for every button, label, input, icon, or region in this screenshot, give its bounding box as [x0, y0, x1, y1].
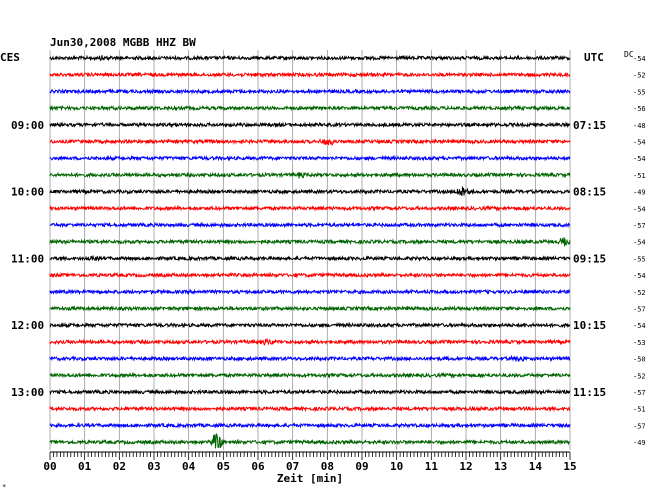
time-labels: -54 -52 -55 -56 -48 -54 -54 -51 -49 -54 -57 -54 -55 -… — [11, 55, 646, 447]
dc-value: -54 — [633, 139, 646, 147]
seismic-trace — [49, 354, 571, 363]
trace-group — [49, 54, 571, 449]
seismic-trace — [49, 171, 571, 179]
seismic-trace — [49, 221, 571, 229]
dc-value: -54 — [633, 239, 646, 247]
x-tick-label: 08 — [321, 460, 334, 473]
seismic-trace — [49, 305, 571, 312]
x-axis: 00 01 02 03 04 05 06 07 08 09 10 11 12 13 14 15 — [43, 451, 577, 473]
dc-value: -57 — [633, 389, 646, 397]
x-tick-label: 07 — [286, 460, 299, 473]
dc-label: DC — [624, 50, 634, 59]
dc-value: -51 — [633, 172, 646, 180]
x-tick-label: 10 — [390, 460, 403, 473]
seismic-trace — [49, 271, 571, 279]
seismic-trace — [49, 154, 571, 162]
marker-symbol: * — [2, 483, 6, 491]
seismic-trace — [49, 71, 571, 79]
seismic-trace — [49, 255, 571, 262]
dc-value: -52 — [633, 72, 646, 80]
dc-value: -54 — [633, 55, 646, 63]
seismic-trace — [49, 321, 571, 329]
x-tick-label: 05 — [217, 460, 230, 473]
seismic-trace — [49, 371, 571, 379]
minute-grid — [49, 50, 571, 451]
x-tick-label: 13 — [494, 460, 507, 473]
left-time-label: 13:00 — [11, 386, 44, 399]
right-timezone-label: UTC — [584, 51, 604, 64]
dc-value: -49 — [633, 439, 646, 447]
left-time-label: 10:00 — [11, 186, 44, 199]
left-timezone-label: CES — [0, 51, 20, 64]
dc-value: -55 — [633, 88, 646, 96]
x-tick-label: 11 — [425, 460, 439, 473]
dc-value: -54 — [633, 272, 646, 280]
left-time-label: 11:00 — [11, 252, 44, 265]
seismic-trace — [49, 433, 571, 449]
dc-value: -57 — [633, 422, 646, 430]
right-time-label: 11:15 — [573, 386, 606, 399]
dc-value: -52 — [633, 372, 646, 380]
seismic-trace — [49, 204, 571, 212]
seismic-trace — [49, 54, 571, 62]
seismic-trace — [49, 121, 571, 129]
seismic-trace — [49, 421, 571, 429]
dc-value: -53 — [633, 339, 646, 347]
right-time-label: 09:15 — [573, 252, 606, 265]
seismic-trace — [49, 288, 571, 296]
dc-value: -52 — [633, 289, 646, 297]
seismic-trace — [49, 87, 571, 95]
dc-value: -51 — [633, 406, 646, 414]
right-time-label: 07:15 — [573, 119, 606, 132]
dc-value: -57 — [633, 306, 646, 314]
x-tick-label: 12 — [459, 460, 472, 473]
x-tick-label: 03 — [147, 460, 160, 473]
seismic-trace — [49, 388, 571, 396]
dc-value: -55 — [633, 255, 646, 263]
left-time-label: 12:00 — [11, 319, 44, 332]
seismic-trace — [49, 104, 571, 112]
dc-value: -49 — [633, 189, 646, 197]
x-tick-label: 14 — [529, 460, 543, 473]
dc-value: -50 — [633, 356, 646, 364]
dc-value: -48 — [633, 122, 646, 130]
x-tick-label: 04 — [182, 460, 196, 473]
right-time-label: 10:15 — [573, 319, 606, 332]
x-tick-label: 15 — [563, 460, 576, 473]
x-tick-label: 09 — [355, 460, 368, 473]
seismic-trace — [49, 137, 571, 146]
left-time-label: 09:00 — [11, 119, 44, 132]
dc-value: -56 — [633, 105, 646, 113]
dc-value: -54 — [633, 155, 646, 163]
dc-value: -54 — [633, 322, 646, 330]
x-tick-label: 02 — [113, 460, 126, 473]
seismic-trace — [49, 186, 571, 196]
dc-value: -54 — [633, 205, 646, 213]
right-time-label: 08:15 — [573, 186, 606, 199]
seismic-trace — [49, 405, 571, 413]
x-tick-label: 00 — [43, 460, 56, 473]
chart-title: Jun30,2008 MGBB HHZ BW — [50, 36, 196, 49]
dc-value: -57 — [633, 222, 646, 230]
seismic-trace — [49, 237, 571, 247]
x-axis-label: Zeit [min] — [277, 472, 343, 485]
seismic-trace — [49, 337, 571, 346]
x-tick-label: 06 — [251, 460, 265, 473]
x-tick-label: 01 — [78, 460, 92, 473]
